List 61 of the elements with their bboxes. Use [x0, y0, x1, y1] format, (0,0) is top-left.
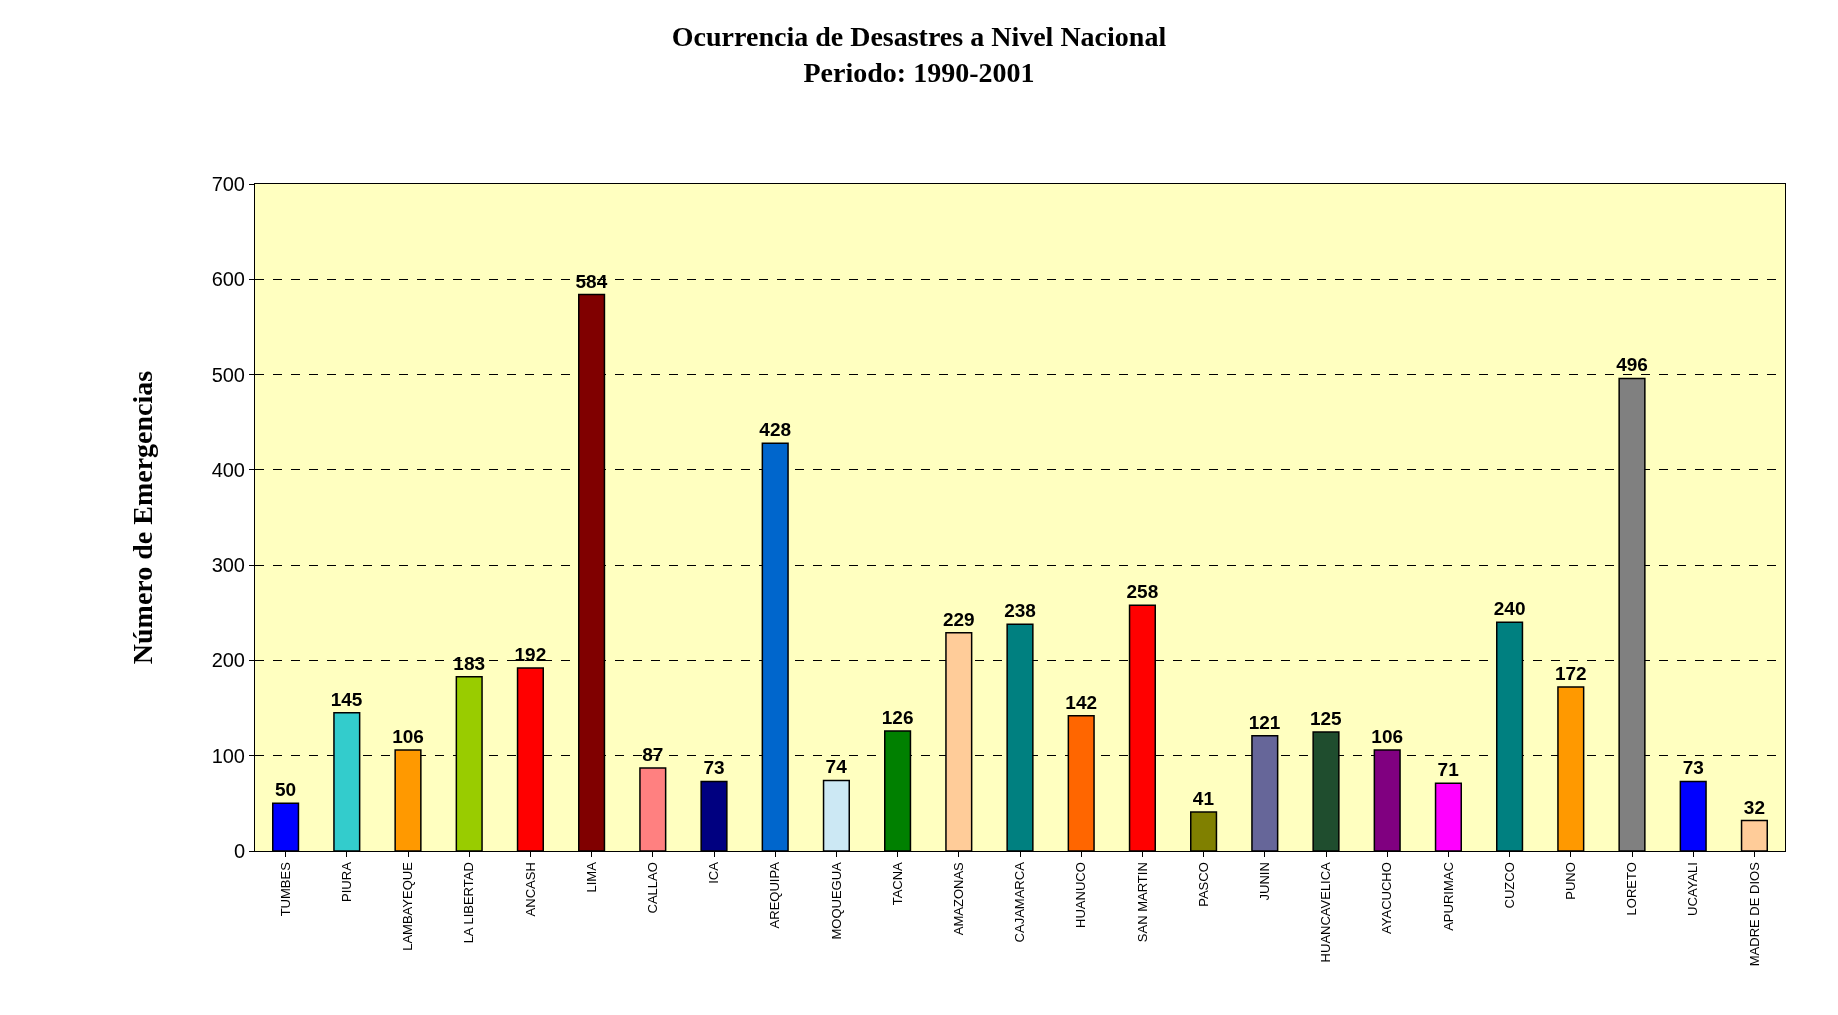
- x-tick-label: APURIMAC: [1440, 862, 1456, 931]
- x-tick-label: LORETO: [1624, 862, 1640, 916]
- x-tick-label: MADRE DE DIOS: [1746, 861, 1762, 967]
- data-label: 240: [1493, 598, 1526, 620]
- data-label: 496: [1616, 354, 1648, 376]
- data-label: 192: [514, 644, 547, 666]
- data-label: 73: [1682, 757, 1704, 779]
- data-label: 87: [642, 744, 664, 766]
- y-tick-label: 400: [211, 458, 245, 481]
- x-tick-label: AMAZONAS: [951, 861, 967, 936]
- x-tick-label: ICA: [706, 861, 722, 884]
- x-tick-label: CALLAO: [645, 862, 661, 914]
- data-label: 238: [1004, 600, 1036, 622]
- data-label: 106: [1371, 726, 1404, 747]
- x-tick-label: PUNO: [1563, 862, 1579, 900]
- x-tick-label: JUNIN: [1257, 862, 1273, 901]
- data-label: 71: [1437, 759, 1460, 781]
- data-label: 106: [392, 726, 424, 747]
- x-tick-label: PASCO: [1195, 862, 1211, 907]
- y-tick-label: 100: [211, 744, 245, 767]
- data-label: 125: [1309, 707, 1343, 729]
- x-tick-label: CAJAMARCA: [1012, 861, 1028, 943]
- data-label: 229: [942, 608, 975, 630]
- data-label: 428: [759, 419, 792, 441]
- x-tick-label: HUANUCO: [1073, 862, 1089, 928]
- x-tick-label: TACNA: [889, 861, 905, 906]
- x-tick-label: HUANCAVELICA: [1318, 861, 1334, 963]
- chart-subtitle: Periodo: 1990-2001: [803, 57, 1035, 89]
- data-label: 172: [1554, 663, 1587, 685]
- y-tick-label: 300: [211, 554, 245, 577]
- y-tick-label: 500: [211, 363, 245, 386]
- data-label: 126: [881, 706, 914, 728]
- y-tick-label: 600: [211, 268, 245, 291]
- x-tick-label: AREQUIPA: [767, 861, 783, 929]
- data-label: 145: [330, 688, 363, 710]
- x-tick-label: MOQUEGUA: [828, 861, 844, 940]
- data-label: 50: [275, 779, 297, 801]
- x-tick-label: PIURA: [339, 861, 355, 902]
- x-tick-label: TUMBES: [277, 861, 293, 917]
- data-label: 73: [703, 757, 725, 779]
- x-tick-label: ANCASH: [522, 862, 538, 917]
- data-label: 41: [1192, 787, 1215, 809]
- x-tick-label: LA LIBERTAD: [461, 862, 477, 944]
- y-tick-label: 0: [233, 840, 245, 862]
- y-tick-label: 700: [211, 173, 245, 195]
- data-label: 142: [1065, 691, 1098, 713]
- y-axis-title: Número de Emergencias: [127, 370, 159, 665]
- data-label: 584: [575, 270, 608, 292]
- x-tick-label: SAN MARTIN: [1134, 862, 1150, 943]
- x-tick-label: UCAYALI: [1685, 862, 1701, 916]
- x-tick-label: LIMA: [583, 861, 599, 893]
- y-tick-label: 200: [211, 649, 245, 672]
- data-label: 121: [1248, 711, 1281, 733]
- data-label: 183: [453, 652, 486, 674]
- x-tick-label: CUZCO: [1501, 862, 1517, 909]
- chart-title: Ocurrencia de Desastres a Nivel Nacional: [671, 20, 1167, 52]
- data-label: 32: [1743, 796, 1765, 818]
- x-tick-label: LAMBAYEQUE: [400, 861, 416, 951]
- data-label: 74: [825, 756, 848, 778]
- x-tick-label: AYACUCHO: [1379, 862, 1395, 934]
- data-label: 258: [1126, 581, 1159, 603]
